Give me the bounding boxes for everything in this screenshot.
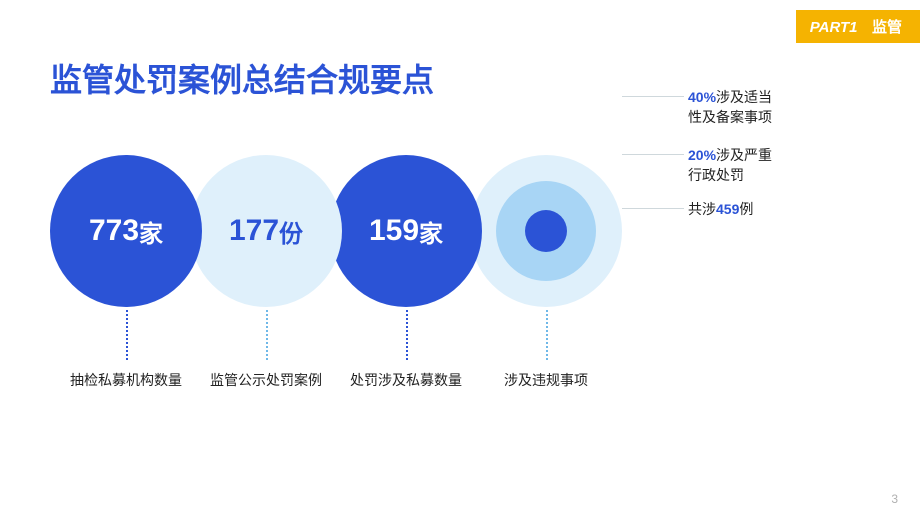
note-leader-1 [622,96,684,97]
part-label: PART1 [810,19,858,36]
stat-circle-3: 159家 [330,155,482,307]
stat-circle-4 [470,155,622,307]
note-1: 40%涉及适当 性及备案事项 [688,88,772,127]
note-1-rest2: 性及备案事项 [688,109,772,125]
note-1-pct: 40% [688,89,716,105]
part-tag: PART1 监管 [796,10,920,43]
stat-unit-3: 家 [419,214,443,249]
stat-value-1: 773 [89,214,139,248]
stat-unit-1: 家 [139,214,163,249]
label-line-1 [126,310,128,360]
label-line-4 [546,310,548,360]
label-line-2 [266,310,268,360]
label-line-3 [406,310,408,360]
note-2-rest1: 涉及严重 [716,147,772,163]
part-name: 监管 [872,19,902,36]
page-title: 监管处罚案例总结合规要点 [50,55,434,101]
stat-value-3: 159 [369,214,419,248]
note-leader-3 [622,208,684,209]
stat-circle-1: 773家 [50,155,202,307]
note-3-num: 459 [716,201,739,217]
stat-circle-2: 177份 [190,155,342,307]
ring-inner [525,210,567,252]
note-1-rest1: 涉及适当 [716,89,772,105]
stat-value-2: 177 [229,214,279,248]
note-3-post: 例 [739,201,753,217]
note-3-pre: 共涉 [688,201,716,217]
note-3: 共涉459例 [688,200,753,220]
bottom-label-2: 监管公示处罚案例 [210,370,322,390]
note-2-pct: 20% [688,147,716,163]
page-number: 3 [891,492,898,506]
note-leader-2 [622,154,684,155]
bottom-label-3: 处罚涉及私募数量 [350,370,462,390]
note-2-rest2: 行政处罚 [688,167,744,183]
stat-unit-2: 份 [279,214,303,249]
note-2: 20%涉及严重 行政处罚 [688,146,772,185]
bottom-label-1: 抽检私募机构数量 [70,370,182,390]
bottom-label-4: 涉及违规事项 [504,370,588,390]
